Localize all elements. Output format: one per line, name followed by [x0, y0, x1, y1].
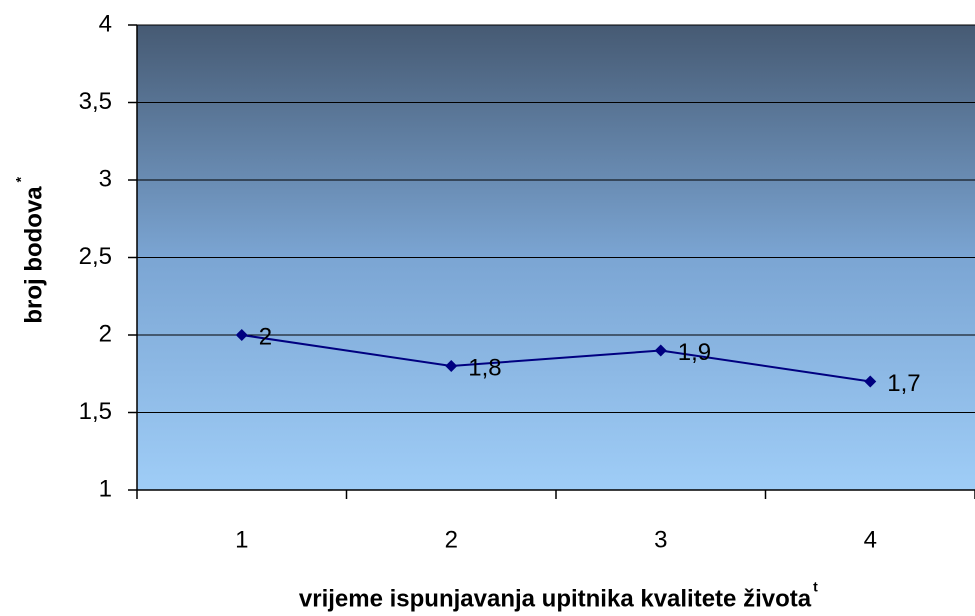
marker	[654, 344, 667, 357]
y-tick-label: 3,5	[79, 88, 112, 115]
x-axis-title-sup: t	[813, 579, 818, 595]
x-tick-label: 1	[235, 526, 248, 553]
marker	[445, 360, 458, 372]
y-tick-label: 3	[99, 165, 112, 192]
data-label: 2	[259, 323, 272, 350]
x-tick-label: 4	[864, 526, 877, 553]
data-label: 1,9	[678, 339, 711, 366]
marker	[235, 329, 248, 341]
data-label: 1,7	[887, 370, 920, 397]
y-tick-label: 2,5	[79, 243, 112, 270]
y-tick-label: 2	[99, 320, 112, 347]
y-tick-label: 4	[99, 10, 112, 37]
x-tick-label: 3	[654, 526, 667, 553]
y-tick-label: 1,5	[79, 398, 112, 425]
x-tick-label: 2	[445, 526, 458, 553]
series-line	[241, 334, 871, 383]
y-tick-label: 1	[99, 475, 112, 502]
marker	[864, 375, 877, 388]
y-axis-title-sup: *	[13, 176, 29, 182]
x-axis-title: vrijeme ispunjavanja upitnika kvalitete …	[299, 585, 812, 612]
data-label: 1,8	[468, 354, 501, 381]
y-axis-title: broj bodova	[20, 186, 47, 324]
